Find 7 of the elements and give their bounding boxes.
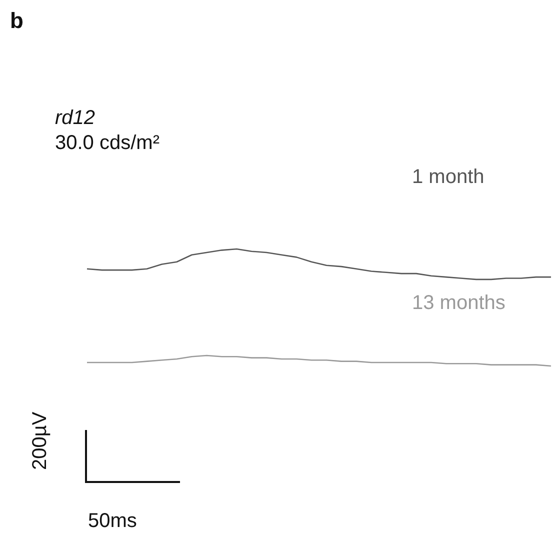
chart-title: b <box>10 8 24 33</box>
text: 50ms <box>88 510 137 532</box>
text: 1 month <box>412 166 484 188</box>
text: rd12 <box>55 107 96 129</box>
text: 200µV <box>29 412 51 470</box>
text: 13 months <box>412 292 506 314</box>
text: 30.0 cds/m² <box>55 132 160 154</box>
